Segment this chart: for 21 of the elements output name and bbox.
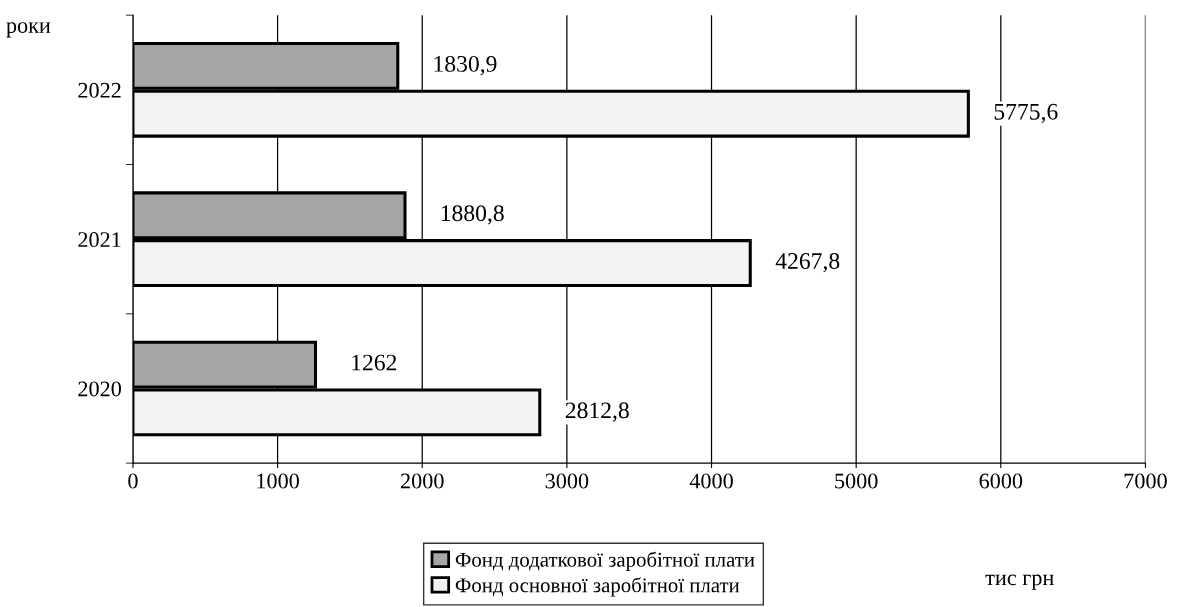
x-tick-label: 6000 [979, 473, 1023, 489]
y-axis-title: роки [6, 22, 51, 38]
data-label: 4267,8 [775, 253, 840, 273]
x-tick-label: 0 [128, 473, 138, 489]
legend-label: Фонд додаткової заробітної плати [455, 551, 755, 571]
data-label: 2812,8 [565, 402, 629, 422]
y-tick-label: 2022 [78, 82, 121, 98]
y-tick-label: 2020 [78, 381, 121, 397]
y-tick-label: 2021 [78, 232, 121, 248]
x-tick-label: 2000 [400, 473, 444, 489]
data-label: 1880,8 [441, 205, 504, 225]
x-tick-label: 1000 [257, 473, 299, 489]
x-tick-label: 7000 [1124, 473, 1167, 489]
legend-label: Фонд основної заробітної плати [455, 577, 740, 597]
x-tick-label: 5000 [835, 473, 878, 489]
x-tick-label: 3000 [545, 473, 589, 489]
data-label: 5775,6 [994, 103, 1058, 124]
data-label: 1262 [352, 354, 397, 371]
x-axis-title: тис грн [985, 574, 1054, 590]
x-tick-label: 4000 [689, 473, 733, 489]
data-label: 1830,9 [434, 55, 497, 76]
